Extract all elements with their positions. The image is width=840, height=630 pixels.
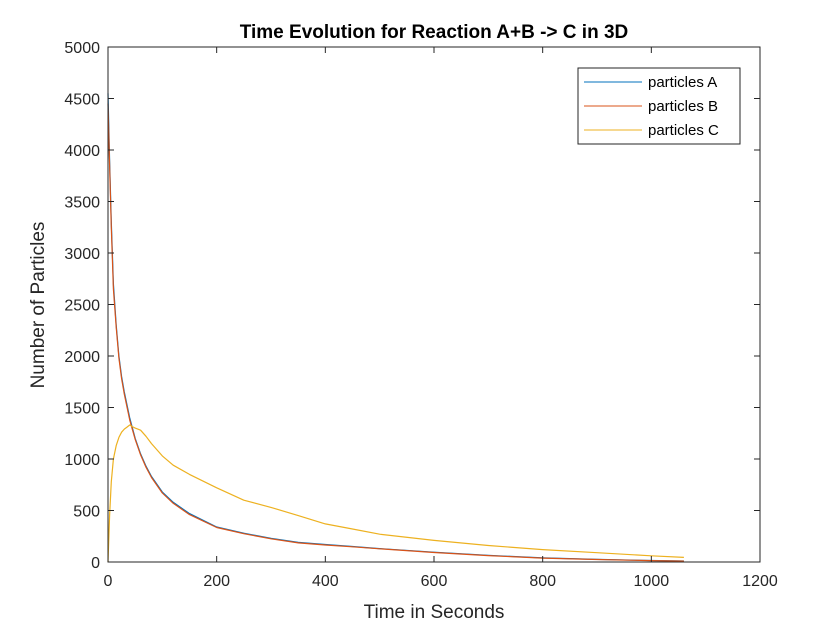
y-tick-label: 3000 [64, 246, 100, 263]
x-tick-label: 0 [104, 573, 113, 590]
y-tick-label: 4500 [64, 92, 100, 109]
y-tick-label: 3500 [64, 195, 100, 212]
x-tick-label: 1000 [634, 573, 670, 590]
series-line-particles-b [107, 103, 684, 562]
legend-entry-b: particles B [584, 98, 718, 115]
x-axis-label: Time in Seconds [364, 602, 505, 623]
series-layer [107, 93, 684, 563]
legend-label-particles-b: particles B [648, 98, 718, 115]
x-tick-label: 1200 [742, 573, 778, 590]
y-tick-label: 2500 [64, 298, 100, 315]
x-tick-label: 400 [312, 573, 339, 590]
y-tick-label: 500 [73, 504, 100, 521]
legend-label-particles-a: particles A [648, 74, 717, 91]
chart-title: Time Evolution for Reaction A+B -> C in … [240, 22, 629, 43]
y-tick-label: 4000 [64, 143, 100, 160]
x-tick-label: 800 [529, 573, 556, 590]
y-tick-label: 2000 [64, 349, 100, 366]
legend-label-particles-c: particles C [648, 122, 719, 139]
x-ticks: 0 200 400 600 800 1000 1200 [104, 47, 778, 590]
y-tick-label: 1500 [64, 401, 100, 418]
x-tick-label: 600 [421, 573, 448, 590]
y-tick-label: 5000 [64, 40, 100, 57]
series-line-particles-c [107, 424, 684, 563]
y-tick-label: 0 [91, 555, 100, 572]
legend-entry-c: particles C [584, 122, 719, 139]
x-tick-label: 200 [203, 573, 230, 590]
y-axis-label: Number of Particles [28, 222, 49, 389]
legend: particles A particles B particles C [577, 67, 741, 145]
legend-entry-a: particles A [584, 74, 717, 91]
y-tick-label: 1000 [64, 452, 100, 469]
y-ticks: 0 500 1000 1500 2000 2500 3000 3500 4000 4500 5000 [64, 40, 760, 572]
